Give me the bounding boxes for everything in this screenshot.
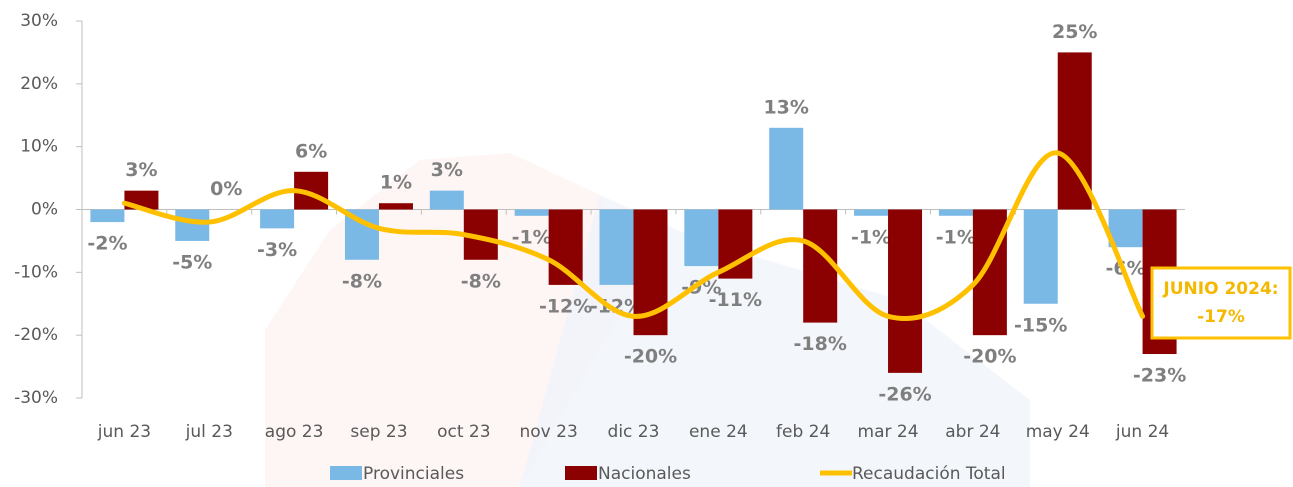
- y-tick-label: -20%: [14, 325, 58, 345]
- legend-swatch: [330, 466, 362, 480]
- x-tick-label: dic 23: [608, 422, 660, 442]
- data-label: -8%: [461, 270, 501, 292]
- bar: [972, 209, 1007, 336]
- x-tick-label: mar 24: [858, 422, 919, 442]
- y-tick-label: 0%: [31, 200, 58, 220]
- data-label: 3%: [125, 159, 157, 181]
- x-tick-label: ene 24: [689, 422, 748, 442]
- data-label: -5%: [172, 251, 212, 273]
- x-tick-label: feb 24: [776, 422, 830, 442]
- line: [121, 150, 1146, 321]
- x-tick-label: abr 24: [945, 422, 1000, 442]
- bar: [1023, 209, 1058, 304]
- bar: [514, 209, 549, 216]
- data-label: -1%: [936, 226, 976, 248]
- bar: [429, 190, 464, 210]
- data-label: -20%: [963, 346, 1016, 368]
- legend-swatch: [565, 466, 597, 480]
- x-tick-label: nov 23: [520, 422, 578, 442]
- data-label: -6%: [1105, 258, 1145, 280]
- y-tick-label: -30%: [14, 388, 58, 408]
- annotation-text: -17%: [1197, 307, 1245, 327]
- y-tick-label: 30%: [20, 11, 58, 31]
- data-label: -12%: [539, 295, 592, 317]
- legend-label: Nacionales: [598, 464, 691, 484]
- data-label: -8%: [342, 270, 382, 292]
- legend-label: Provinciales: [363, 464, 464, 484]
- annotation-text: JUNIO 2024:: [1162, 279, 1278, 299]
- bar: [769, 127, 804, 210]
- annotation-box: [1150, 266, 1292, 340]
- data-label: -23%: [1133, 365, 1186, 387]
- data-label: -20%: [624, 346, 677, 368]
- data-label: -9%: [681, 277, 721, 299]
- data-label: -3%: [257, 239, 297, 261]
- x-tick-label: may 24: [1026, 422, 1090, 442]
- annotation: JUNIO 2024: -17%: [1150, 266, 1292, 340]
- bar: [599, 209, 634, 285]
- data-label: -18%: [794, 333, 847, 355]
- x-tick-label: jun 24: [1115, 422, 1169, 442]
- data-label: 25%: [1052, 21, 1097, 43]
- bar: [260, 209, 295, 229]
- data-label: 1%: [380, 172, 412, 194]
- bar: [888, 209, 923, 373]
- data-label: 0%: [210, 178, 242, 200]
- legend-label: Recaudación Total: [852, 464, 1006, 484]
- y-tick-label: 20%: [20, 74, 58, 94]
- bar: [90, 209, 125, 223]
- x-tick-label: oct 23: [437, 422, 490, 442]
- x-tick-label: ago 23: [265, 422, 324, 442]
- bar: [378, 203, 413, 210]
- data-label: 6%: [295, 140, 327, 162]
- bar: [1108, 209, 1143, 248]
- y-tick-label: -10%: [14, 262, 58, 282]
- bar: [803, 209, 838, 323]
- data-label: -1%: [851, 226, 891, 248]
- bar: [938, 209, 973, 216]
- data-label: 13%: [763, 96, 808, 118]
- bar: [175, 209, 210, 241]
- data-label: -15%: [1014, 314, 1067, 336]
- data-label: -2%: [87, 233, 127, 255]
- x-tick-label: jun 23: [97, 422, 151, 442]
- data-label: -26%: [878, 383, 931, 405]
- bar: [684, 209, 719, 267]
- x-tick-label: jul 23: [185, 422, 233, 442]
- y-tick-label: 10%: [20, 137, 58, 157]
- data-label: 3%: [431, 159, 463, 181]
- data-label: -11%: [709, 289, 762, 311]
- x-tick-label: sep 23: [350, 422, 407, 442]
- data-label: -1%: [512, 226, 552, 248]
- bar: [854, 209, 889, 216]
